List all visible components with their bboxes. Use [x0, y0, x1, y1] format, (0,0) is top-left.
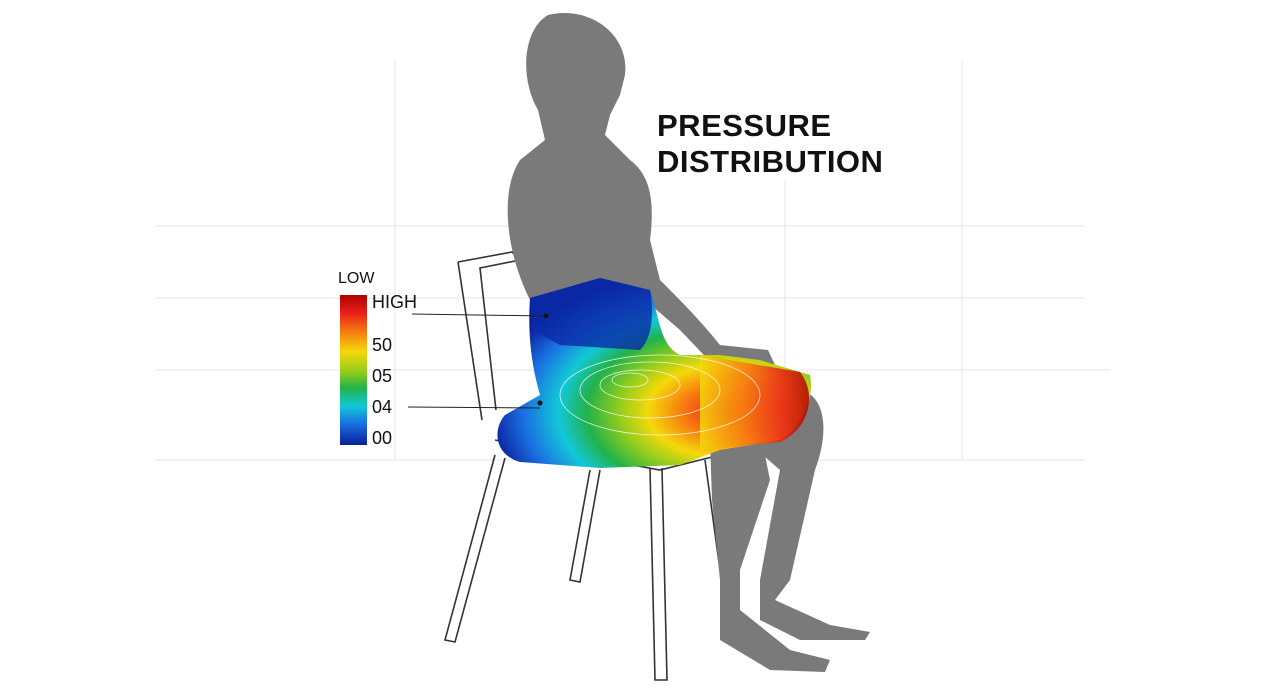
legend-tick: 50: [372, 335, 393, 355]
human-figure: [507, 13, 870, 672]
diagram-title: PRESSURE DISTRIBUTION: [657, 108, 884, 179]
legend-tick: 00: [372, 428, 393, 448]
legend-tick: 05: [372, 366, 393, 386]
legend-top-label: LOW: [338, 270, 375, 287]
leader-line: [407, 406, 541, 409]
pressure-heatmap: [497, 278, 811, 468]
leader-line: [411, 313, 547, 317]
legend-tick: 04: [372, 397, 393, 417]
legend-tick: HIGH: [372, 292, 417, 312]
legend-color-scale: [340, 295, 367, 445]
